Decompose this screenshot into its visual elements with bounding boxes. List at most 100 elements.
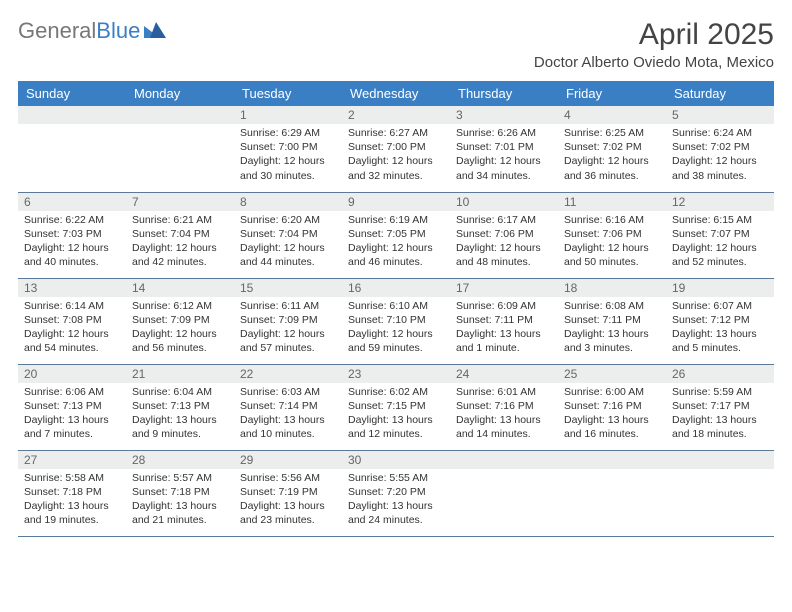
daylight-line: Daylight: 12 hours and 42 minutes. (132, 241, 228, 269)
sunrise-line: Sunrise: 6:12 AM (132, 299, 228, 313)
day-details: Sunrise: 6:06 AMSunset: 7:13 PMDaylight:… (18, 383, 126, 446)
calendar-row: 6Sunrise: 6:22 AMSunset: 7:03 PMDaylight… (18, 192, 774, 278)
sunset-line: Sunset: 7:00 PM (240, 140, 336, 154)
sunset-line: Sunset: 7:12 PM (672, 313, 768, 327)
sunrise-line: Sunrise: 6:03 AM (240, 385, 336, 399)
sunset-line: Sunset: 7:17 PM (672, 399, 768, 413)
calendar-cell: 12Sunrise: 6:15 AMSunset: 7:07 PMDayligh… (666, 192, 774, 278)
day-number: 7 (126, 193, 234, 211)
sunset-line: Sunset: 7:19 PM (240, 485, 336, 499)
calendar-cell (126, 106, 234, 192)
day-number: 3 (450, 106, 558, 124)
day-details: Sunrise: 6:04 AMSunset: 7:13 PMDaylight:… (126, 383, 234, 446)
daylight-line: Daylight: 12 hours and 57 minutes. (240, 327, 336, 355)
day-details: Sunrise: 6:26 AMSunset: 7:01 PMDaylight:… (450, 124, 558, 187)
calendar-cell (18, 106, 126, 192)
day-number: 21 (126, 365, 234, 383)
day-number: 17 (450, 279, 558, 297)
sunset-line: Sunset: 7:08 PM (24, 313, 120, 327)
day-details: Sunrise: 6:12 AMSunset: 7:09 PMDaylight:… (126, 297, 234, 360)
calendar-cell: 10Sunrise: 6:17 AMSunset: 7:06 PMDayligh… (450, 192, 558, 278)
calendar-cell: 8Sunrise: 6:20 AMSunset: 7:04 PMDaylight… (234, 192, 342, 278)
sunset-line: Sunset: 7:02 PM (564, 140, 660, 154)
day-number: 4 (558, 106, 666, 124)
sunrise-line: Sunrise: 5:57 AM (132, 471, 228, 485)
sunset-line: Sunset: 7:13 PM (132, 399, 228, 413)
day-details: Sunrise: 6:29 AMSunset: 7:00 PMDaylight:… (234, 124, 342, 187)
calendar-cell: 29Sunrise: 5:56 AMSunset: 7:19 PMDayligh… (234, 450, 342, 536)
daylight-line: Daylight: 13 hours and 10 minutes. (240, 413, 336, 441)
sunset-line: Sunset: 7:04 PM (132, 227, 228, 241)
daylight-line: Daylight: 12 hours and 38 minutes. (672, 154, 768, 182)
daylight-line: Daylight: 12 hours and 36 minutes. (564, 154, 660, 182)
calendar-cell: 19Sunrise: 6:07 AMSunset: 7:12 PMDayligh… (666, 278, 774, 364)
day-number: 28 (126, 451, 234, 469)
sunset-line: Sunset: 7:02 PM (672, 140, 768, 154)
weekday-header: Tuesday (234, 81, 342, 106)
day-details: Sunrise: 5:55 AMSunset: 7:20 PMDaylight:… (342, 469, 450, 532)
calendar-cell: 16Sunrise: 6:10 AMSunset: 7:10 PMDayligh… (342, 278, 450, 364)
day-details: Sunrise: 5:57 AMSunset: 7:18 PMDaylight:… (126, 469, 234, 532)
calendar-cell: 23 Sunrise: 6:02 AMSunset: 7:15 PMDayligh… (342, 364, 450, 450)
sunrise-line: Sunrise: 6:02 AM (348, 385, 444, 399)
day-number: 30 (342, 451, 450, 469)
sunrise-line: Sunrise: 6:24 AM (672, 126, 768, 140)
day-details: Sunrise: 6:21 AMSunset: 7:04 PMDaylight:… (126, 211, 234, 274)
sunset-line: Sunset: 7:15 PM (348, 399, 444, 413)
daylight-line: Daylight: 13 hours and 12 minutes. (348, 413, 444, 441)
page-header: GeneralBlue April 2025 Doctor Alberto Ov… (18, 18, 774, 71)
day-number: 27 (18, 451, 126, 469)
calendar-row: 20Sunrise: 6:06 AMSunset: 7:13 PMDayligh… (18, 364, 774, 450)
daylight-line: Daylight: 12 hours and 46 minutes. (348, 241, 444, 269)
sunset-line: Sunset: 7:00 PM (348, 140, 444, 154)
sunrise-line: Sunrise: 6:00 AM (564, 385, 660, 399)
sunset-line: Sunset: 7:04 PM (240, 227, 336, 241)
sunrise-line: Sunrise: 6:06 AM (24, 385, 120, 399)
day-details: Sunrise: 6:07 AMSunset: 7:12 PMDaylight:… (666, 297, 774, 360)
brand-logo: GeneralBlue (18, 18, 166, 44)
sunset-line: Sunset: 7:01 PM (456, 140, 552, 154)
day-number: 8 (234, 193, 342, 211)
day-number: 6 (18, 193, 126, 211)
month-year: April 2025 (534, 18, 774, 52)
calendar-cell: 7Sunrise: 6:21 AMSunset: 7:04 PMDaylight… (126, 192, 234, 278)
title-block: April 2025 Doctor Alberto Oviedo Mota, M… (534, 18, 774, 71)
sunset-line: Sunset: 7:14 PM (240, 399, 336, 413)
sunset-line: Sunset: 7:07 PM (672, 227, 768, 241)
calendar-cell: 1Sunrise: 6:29 AMSunset: 7:00 PMDaylight… (234, 106, 342, 192)
calendar-cell: 3Sunrise: 6:26 AMSunset: 7:01 PMDaylight… (450, 106, 558, 192)
day-details: Sunrise: 6:17 AMSunset: 7:06 PMDaylight:… (450, 211, 558, 274)
calendar-cell: 26Sunrise: 5:59 AMSunset: 7:17 PMDayligh… (666, 364, 774, 450)
daylight-line: Daylight: 12 hours and 56 minutes. (132, 327, 228, 355)
sunrise-line: Sunrise: 6:01 AM (456, 385, 552, 399)
calendar-cell: 28Sunrise: 5:57 AMSunset: 7:18 PMDayligh… (126, 450, 234, 536)
daylight-line: Daylight: 13 hours and 21 minutes. (132, 499, 228, 527)
sunrise-line: Sunrise: 6:08 AM (564, 299, 660, 313)
daylight-line: Daylight: 13 hours and 18 minutes. (672, 413, 768, 441)
sunrise-line: Sunrise: 5:59 AM (672, 385, 768, 399)
day-number: 22 (234, 365, 342, 383)
day-number: 18 (558, 279, 666, 297)
calendar-cell: 27Sunrise: 5:58 AMSunset: 7:18 PMDayligh… (18, 450, 126, 536)
sunrise-line: Sunrise: 6:19 AM (348, 213, 444, 227)
brand-part2: Blue (96, 18, 140, 44)
daylight-line: Daylight: 12 hours and 34 minutes. (456, 154, 552, 182)
calendar-cell: 25Sunrise: 6:00 AMSunset: 7:16 PMDayligh… (558, 364, 666, 450)
sunset-line: Sunset: 7:05 PM (348, 227, 444, 241)
sunrise-line: Sunrise: 6:25 AM (564, 126, 660, 140)
day-number: 19 (666, 279, 774, 297)
daylight-line: Daylight: 12 hours and 48 minutes. (456, 241, 552, 269)
sunset-line: Sunset: 7:16 PM (564, 399, 660, 413)
brand-triangle-icon (144, 18, 166, 44)
sunrise-line: Sunrise: 6:20 AM (240, 213, 336, 227)
daylight-line: Daylight: 12 hours and 54 minutes. (24, 327, 120, 355)
day-details: Sunrise: 6:00 AMSunset: 7:16 PMDaylight:… (558, 383, 666, 446)
day-details: Sunrise: 5:56 AMSunset: 7:19 PMDaylight:… (234, 469, 342, 532)
day-number (126, 106, 234, 124)
day-number: 23 (342, 365, 450, 383)
day-details: Sunrise: 6:16 AMSunset: 7:06 PMDaylight:… (558, 211, 666, 274)
calendar-cell (558, 450, 666, 536)
day-number: 25 (558, 365, 666, 383)
day-number: 1 (234, 106, 342, 124)
day-details: Sunrise: 6:01 AMSunset: 7:16 PMDaylight:… (450, 383, 558, 446)
